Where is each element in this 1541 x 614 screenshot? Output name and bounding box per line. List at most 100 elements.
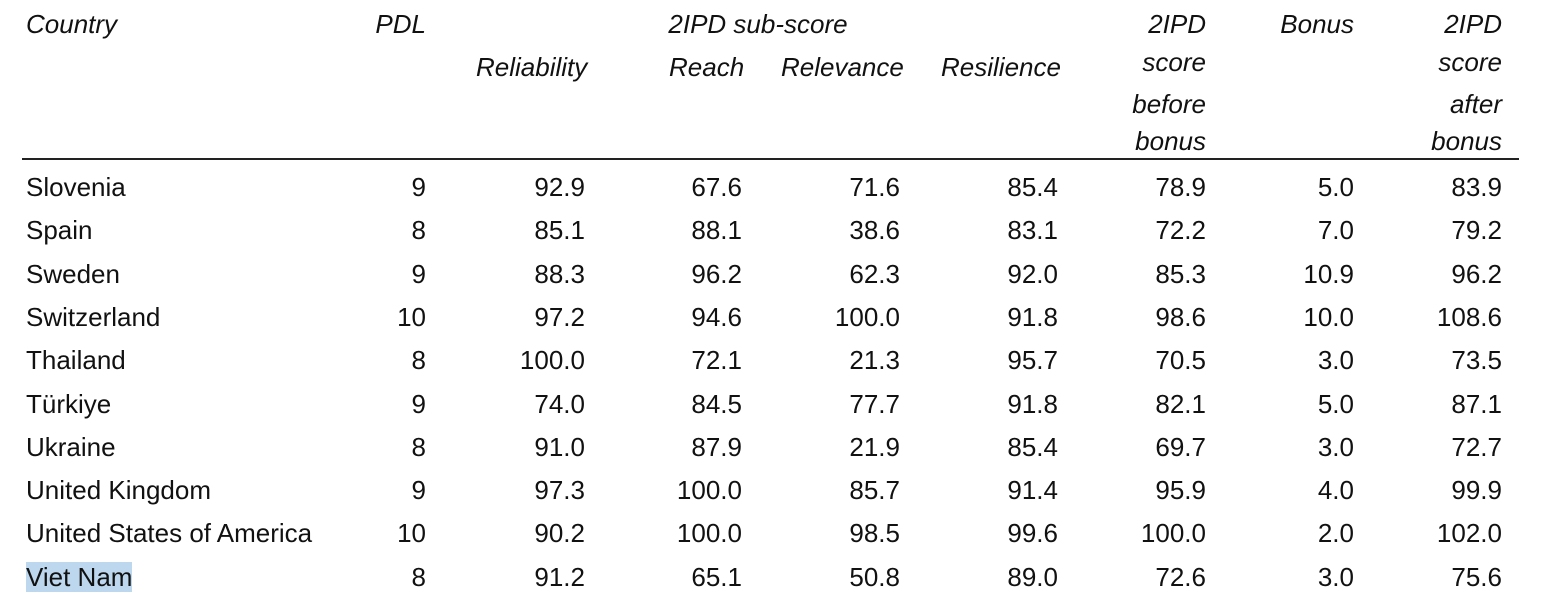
cell-relevance: 98.5 (849, 518, 900, 549)
cell-country: Türkiye (26, 383, 326, 426)
table-row: Spain 8 85.1 88.1 38.6 83.1 72.2 7.0 79.2 (0, 209, 1541, 252)
cell-reach: 87.9 (691, 431, 742, 462)
country-text[interactable]: Slovenia (26, 172, 126, 202)
cell-pdl: 9 (411, 172, 426, 202)
header-bonus: Bonus (1280, 9, 1354, 39)
cell-score-after-bonus: 75.6 (1451, 561, 1502, 592)
cell-score-before-bonus: 100.0 (1140, 518, 1206, 549)
cell-country: United Kingdom (26, 469, 326, 512)
cell-bonus: 2.0 (1317, 518, 1354, 549)
cell-reliability: 92.9 (534, 172, 585, 202)
cell-resilience: 85.4 (1007, 431, 1058, 462)
table-row: United Kingdom 9 97.3 100.0 85.7 91.4 95.9 4.0 9… (0, 469, 1541, 512)
cell-reliability: 85.1 (534, 215, 585, 246)
cell-resilience: 91.8 (1007, 388, 1058, 419)
cell-score-before-bonus: 98.6 (1155, 301, 1206, 332)
cell-score-after-bonus: 73.5 (1451, 345, 1502, 376)
cell-score-after-bonus: 108.6 (1436, 301, 1502, 332)
cell-reliability: 97.2 (534, 301, 585, 332)
header-rule (22, 158, 1519, 160)
cell-country: Viet Nam (26, 556, 326, 599)
table-row: Switzerland 10 97.2 94.6 100.0 91.8 98.6 10.0 10… (0, 296, 1541, 339)
country-text[interactable]: United States of America (26, 518, 313, 549)
cell-pdl: 8 (411, 215, 426, 246)
country-text[interactable]: Thailand (26, 345, 126, 376)
cell-bonus: 7.0 (1317, 215, 1354, 246)
header-country: Country (26, 9, 118, 39)
cell-relevance: 50.8 (849, 561, 900, 592)
cell-country: Switzerland (26, 296, 326, 339)
cell-bonus: 5.0 (1317, 172, 1354, 202)
cell-reach: 94.6 (691, 301, 742, 332)
country-text[interactable]: Spain (26, 215, 93, 246)
cell-resilience: 91.4 (1007, 475, 1058, 506)
cell-score-before-bonus: 72.2 (1155, 215, 1206, 246)
cell-score-after-bonus: 99.9 (1451, 475, 1502, 506)
table-row: Sweden 9 88.3 96.2 62.3 92.0 85.3 10.9 96.2 (0, 253, 1541, 296)
header-resilience: Resilience (941, 52, 1061, 82)
cell-resilience: 91.8 (1007, 301, 1058, 332)
cell-pdl: 8 (411, 431, 426, 462)
header-before-bonus-line-3: before (1132, 89, 1206, 119)
cell-country: Ukraine (26, 426, 326, 469)
country-text[interactable]: Switzerland (26, 301, 161, 332)
cell-relevance: 62.3 (849, 258, 900, 289)
cell-score-after-bonus: 96.2 (1451, 258, 1502, 289)
header-after-bonus-line-4: bonus (1431, 126, 1502, 156)
cell-reach: 96.2 (691, 258, 742, 289)
header-after-bonus-line-2: score (1438, 47, 1502, 77)
cell-score-before-bonus: 95.9 (1155, 475, 1206, 506)
table-row: Türkiye 9 74.0 84.5 77.7 91.8 82.1 5.0 87.1 (0, 383, 1541, 426)
cell-score-after-bonus: 102.0 (1436, 518, 1502, 549)
cell-score-before-bonus: 82.1 (1155, 388, 1206, 419)
country-text[interactable]: Ukraine (26, 431, 116, 462)
table-row: United States of America 10 90.2 100.0 98.5 9… (0, 512, 1541, 555)
cell-country: United States of America (26, 512, 326, 555)
cell-pdl: 8 (411, 561, 426, 592)
cell-score-after-bonus: 79.2 (1451, 215, 1502, 246)
header-reliability: Reliability (476, 52, 588, 82)
cell-reach: 100.0 (676, 518, 742, 549)
cell-score-after-bonus: 83.9 (1451, 172, 1502, 202)
cell-reliability: 100.0 (519, 345, 585, 376)
cell-reliability: 74.0 (534, 388, 585, 419)
cell-score-before-bonus: 72.6 (1155, 561, 1206, 592)
cell-score-after-bonus: 72.7 (1451, 431, 1502, 462)
header-before-bonus-line-1: 2IPD (1148, 9, 1206, 39)
cell-pdl: 9 (411, 258, 426, 289)
cell-reach: 88.1 (691, 215, 742, 246)
selected-country-text[interactable]: Viet Nam (26, 561, 133, 592)
table-row: Slovenia 9 92.9 67.6 71.6 85.4 78.9 5.0 83.9 (0, 166, 1541, 209)
cell-relevance: 21.3 (849, 345, 900, 376)
cell-reach: 84.5 (691, 388, 742, 419)
cell-reliability: 91.0 (534, 431, 585, 462)
country-text[interactable]: United Kingdom (26, 475, 211, 506)
table-row: Viet Nam 8 91.2 65.1 50.8 89.0 72.6 3.0 75.6 (0, 556, 1541, 599)
cell-pdl: 8 (411, 345, 426, 376)
cell-relevance: 71.6 (849, 172, 900, 202)
country-text[interactable]: Sweden (26, 258, 120, 289)
cell-pdl: 9 (411, 475, 426, 506)
country-text[interactable]: Türkiye (26, 388, 112, 419)
cell-relevance: 21.9 (849, 431, 900, 462)
header-after-bonus-line-3: after (1449, 89, 1502, 119)
cell-score-before-bonus: 69.7 (1155, 431, 1206, 462)
cell-pdl: 10 (397, 301, 426, 332)
header-subscore-group: 2IPD sub-score (668, 9, 848, 39)
cell-country: Slovenia (26, 166, 326, 209)
cell-bonus: 5.0 (1317, 388, 1354, 419)
header-after-bonus-line-1: 2IPD (1444, 9, 1502, 39)
cell-bonus: 3.0 (1317, 431, 1354, 462)
cell-bonus: 3.0 (1317, 561, 1354, 592)
cell-relevance: 77.7 (849, 388, 900, 419)
cell-score-after-bonus: 87.1 (1451, 388, 1502, 419)
cell-resilience: 83.1 (1007, 215, 1058, 246)
cell-reach: 65.1 (691, 561, 742, 592)
header-pdl: PDL (375, 9, 426, 39)
cell-score-before-bonus: 78.9 (1155, 172, 1206, 202)
cell-bonus: 10.9 (1303, 258, 1354, 289)
cell-resilience: 95.7 (1007, 345, 1058, 376)
table-row: Thailand 8 100.0 72.1 21.3 95.7 70.5 3.0 73.5 (0, 339, 1541, 382)
header-before-bonus-line-2: score (1142, 47, 1206, 77)
cell-resilience: 89.0 (1007, 561, 1058, 592)
